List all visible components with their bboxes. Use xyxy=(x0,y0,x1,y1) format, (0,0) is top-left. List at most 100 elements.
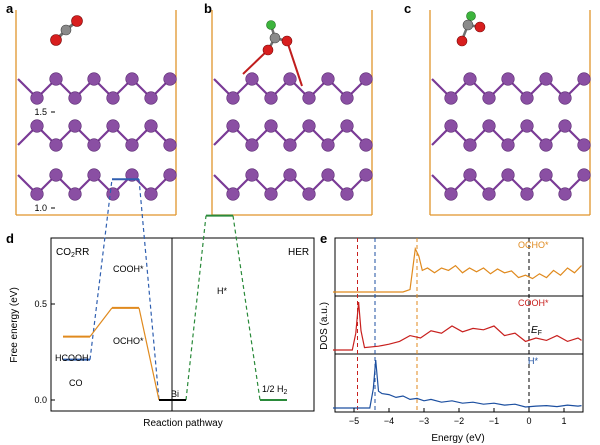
ocho-adsorbate xyxy=(242,20,303,87)
bi-label: Bi xyxy=(171,389,179,399)
oxygen-atom xyxy=(281,35,293,47)
bi-atom xyxy=(106,91,120,105)
y-axis-ticks: 0.0 0.5 1.0 1.5 xyxy=(34,107,55,405)
bi-atom xyxy=(463,168,477,182)
bi-atom xyxy=(520,187,534,201)
oxygen-atom xyxy=(456,35,468,47)
dos-frame-bottom xyxy=(334,353,584,413)
bi-atom xyxy=(30,119,44,133)
bi-atom xyxy=(125,138,139,152)
bi-atom xyxy=(245,72,259,86)
bi-atom xyxy=(68,91,82,105)
ocho-label: OCHO* xyxy=(113,336,144,346)
bi-atom xyxy=(501,138,515,152)
oxygen-atom xyxy=(262,44,274,56)
bi-atom xyxy=(30,91,44,105)
bi-atom xyxy=(340,187,354,201)
bi-atom xyxy=(577,138,591,152)
bi-atom xyxy=(226,119,240,133)
bi-atom xyxy=(30,187,44,201)
bi-atom xyxy=(87,138,101,152)
bi-atom xyxy=(577,72,591,86)
hydrogen-atom xyxy=(266,20,276,30)
y-axis-label: Free energy (eV) xyxy=(9,287,20,363)
bi-atom xyxy=(283,72,297,86)
bi-atom xyxy=(144,91,158,105)
bi-atom xyxy=(520,91,534,105)
carbon-atom xyxy=(60,24,72,36)
hydrogen-atom xyxy=(466,11,476,21)
x-tick-label: −4 xyxy=(384,416,394,426)
fermi-level-label: EF xyxy=(531,325,542,337)
bi-atom xyxy=(283,168,297,182)
slab-frame-b xyxy=(211,10,373,216)
bi-atom xyxy=(359,72,373,86)
bi-atom xyxy=(245,168,259,182)
dos-curve xyxy=(333,301,582,351)
x-tick-label: 1 xyxy=(561,416,566,426)
bi-atom xyxy=(359,138,373,152)
bi-atom xyxy=(106,187,120,201)
bi-atom xyxy=(302,91,316,105)
cooh-label: COOH* xyxy=(113,264,144,274)
reference-lines xyxy=(357,238,530,412)
her-region-label: HER xyxy=(288,247,309,258)
bi-atom xyxy=(264,187,278,201)
oxygen-atom xyxy=(71,15,83,27)
oxygen-atom xyxy=(50,34,62,46)
bi-atom xyxy=(302,187,316,201)
bi-atom xyxy=(539,138,553,152)
dos-y-label: DOS (a.u.) xyxy=(319,302,330,350)
bi-atom xyxy=(577,168,591,182)
bi-atom xyxy=(302,119,316,133)
pathway-connector xyxy=(232,215,261,401)
bi-atom xyxy=(163,138,177,152)
y-tick-label: 0.5 xyxy=(34,299,47,309)
bi-atom xyxy=(125,168,139,182)
bi-atom xyxy=(321,168,335,182)
x-axis-label: Reaction pathway xyxy=(143,418,223,429)
x-tick-label: −2 xyxy=(454,416,464,426)
bi-atom xyxy=(264,119,278,133)
x-tick-label: 0 xyxy=(526,416,531,426)
bi-atom xyxy=(68,187,82,201)
bi-slabs xyxy=(17,72,591,201)
plot-frame xyxy=(50,237,315,412)
bi-atom xyxy=(321,138,335,152)
co2-molecule xyxy=(50,15,83,46)
pathway-connector xyxy=(138,307,160,401)
y-tick-label: 0.0 xyxy=(34,395,47,405)
panel-label-a: a xyxy=(6,1,14,16)
panel-label-b: b xyxy=(204,1,212,16)
bi-atom xyxy=(144,187,158,201)
carbon-atom xyxy=(462,19,474,31)
bi-atom xyxy=(463,138,477,152)
dos-curve xyxy=(333,359,582,409)
legend-ocho: OCHO* xyxy=(518,240,549,250)
bi-atom xyxy=(49,138,63,152)
bi-atom xyxy=(144,119,158,133)
carbon-atom xyxy=(269,32,281,44)
y-tick-label: 1.5 xyxy=(34,107,47,117)
bi-atom xyxy=(245,138,259,152)
y-tick-label: 1.0 xyxy=(34,203,47,213)
bi-atom xyxy=(340,91,354,105)
pathway-connector xyxy=(89,307,113,338)
bi-atom xyxy=(558,91,572,105)
panel-label-c: c xyxy=(404,1,411,16)
bi-atom xyxy=(106,119,120,133)
panel-label-d: d xyxy=(6,231,14,246)
bi-atom xyxy=(283,138,297,152)
slab-frame-a xyxy=(15,10,177,216)
co2rr-region-label: CO2RR xyxy=(56,247,89,259)
bi-atom xyxy=(558,187,572,201)
x-tick-label: −5 xyxy=(349,416,359,426)
pathway-connector xyxy=(138,179,160,401)
bi-atom xyxy=(49,168,63,182)
bi-atom xyxy=(558,119,572,133)
dos-chart: −5 −4 −3 −2 −1 0 1 DOS (a.u.) Energy (eV) OCHO… xyxy=(319,237,584,444)
bi-atom xyxy=(463,72,477,86)
dos-x-label: Energy (eV) xyxy=(431,433,484,444)
dos-curves xyxy=(333,246,582,409)
